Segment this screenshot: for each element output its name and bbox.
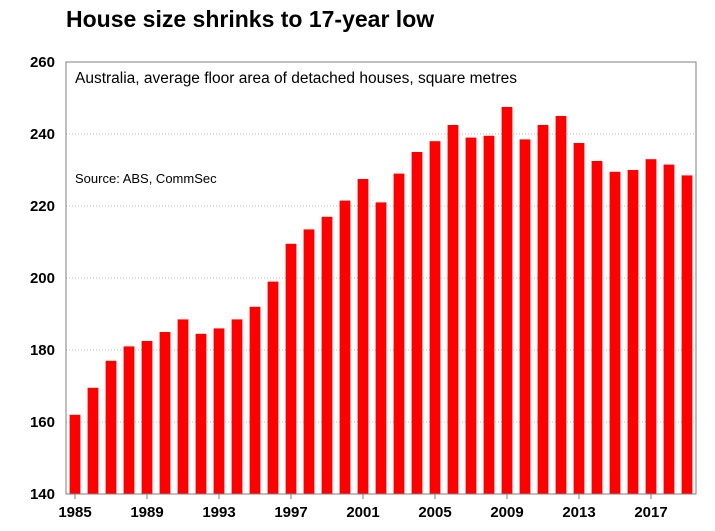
chart-title: House size shrinks to 17-year low: [66, 6, 435, 32]
bar-1990: [159, 332, 171, 494]
bar-2014: [591, 161, 603, 494]
plot-frame: [65, 61, 697, 495]
x-tick-label: 2013: [562, 504, 595, 521]
bar-1996: [267, 281, 279, 494]
bar-2004: [411, 152, 423, 494]
bar-1998: [303, 229, 315, 494]
x-tick-label: 2017: [634, 504, 667, 521]
bar-1994: [231, 319, 243, 494]
y-tick-label: 240: [30, 126, 55, 143]
y-tick-label: 220: [30, 198, 55, 215]
y-tick-label: 200: [30, 270, 55, 287]
bar-2011: [537, 125, 549, 494]
x-tick-label: 2009: [490, 504, 523, 521]
bar-2003: [393, 173, 405, 494]
bar-1991: [177, 319, 189, 494]
x-tick-label: 2001: [346, 504, 379, 521]
bar-2016: [627, 170, 639, 494]
x-tick-label: 1985: [58, 504, 91, 521]
bar-2001: [357, 179, 369, 494]
x-tick-label: 1997: [274, 504, 307, 521]
y-tick-label: 260: [30, 54, 55, 71]
bar-2002: [375, 202, 387, 494]
x-tick-label: 1989: [130, 504, 163, 521]
bar-1987: [105, 360, 117, 494]
bar-2008: [483, 135, 495, 495]
bar-2006: [447, 125, 459, 494]
bar-2007: [465, 137, 477, 494]
bar-2005: [429, 141, 441, 494]
bar-2017: [645, 159, 657, 494]
bar-2018: [663, 164, 675, 494]
bar-1999: [321, 216, 333, 495]
x-tick-label: 2005: [418, 504, 451, 521]
bar-1995: [249, 306, 261, 494]
bar-1989: [141, 341, 153, 494]
y-tick-label: 140: [30, 486, 55, 503]
bar-1997: [285, 243, 297, 494]
bar-2013: [573, 143, 585, 494]
bar-1985: [69, 414, 81, 494]
chart-source: Source: ABS, CommSec: [75, 171, 217, 186]
bar-1992: [195, 333, 207, 494]
bar-2000: [339, 200, 351, 494]
y-tick-label: 160: [30, 414, 55, 431]
bar-2015: [609, 171, 621, 495]
bar-1988: [123, 346, 135, 494]
bar-1993: [213, 328, 225, 494]
bar-2009: [501, 107, 513, 494]
x-tick-label: 1993: [202, 504, 235, 521]
y-tick-label: 180: [30, 342, 55, 359]
bar-2019: [681, 175, 693, 494]
chart-subtitle: Australia, average floor area of detache…: [75, 70, 518, 87]
bar-2010: [519, 139, 531, 494]
bar-1986: [87, 387, 99, 494]
bar-2012: [555, 116, 567, 494]
